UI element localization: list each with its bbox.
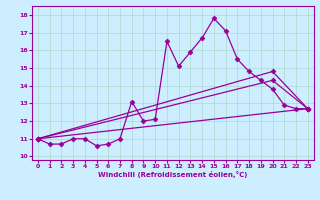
X-axis label: Windchill (Refroidissement éolien,°C): Windchill (Refroidissement éolien,°C) (98, 171, 247, 178)
